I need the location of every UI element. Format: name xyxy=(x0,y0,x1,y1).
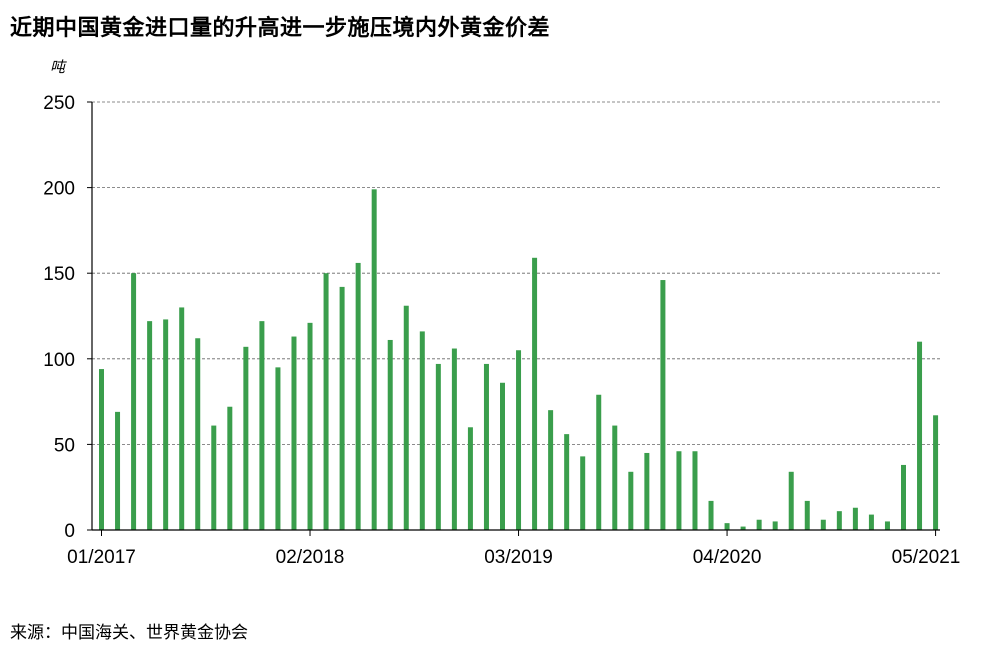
y-tick-label-0: 0 xyxy=(64,521,75,542)
bar-03/2020 xyxy=(708,500,714,530)
y-tick-label-150: 150 xyxy=(43,264,75,285)
bar-03/2019 xyxy=(516,350,522,530)
bar-02/2021 xyxy=(884,521,890,530)
gridlines xyxy=(92,101,940,445)
chart-title: 近期中国黄金进口量的升高进一步施压境内外黄金价差 xyxy=(10,16,551,41)
bar-05/2017 xyxy=(163,319,169,530)
bar-04/2020 xyxy=(724,523,730,530)
bar-04/2019 xyxy=(532,257,538,530)
source-note: 来源：中国海关、世界黄金协会 xyxy=(10,623,248,643)
x-tick-labels: 01/2017 02/2018 03/2019 04/2020 05/2021 xyxy=(67,530,960,568)
bar-08/2018 xyxy=(403,305,409,530)
bar-10/2019 xyxy=(628,471,634,530)
bar-09/2020 xyxy=(804,500,810,530)
bar-09/2019 xyxy=(612,425,618,530)
bar-05/2021 xyxy=(933,415,939,530)
x-tick-label-04/2020: 04/2020 xyxy=(693,547,762,568)
bar-02/2020 xyxy=(692,451,698,530)
bar-10/2017 xyxy=(243,346,249,530)
bar-07/2020 xyxy=(772,521,778,530)
bar-04/2018 xyxy=(339,286,345,530)
bar-11/2019 xyxy=(644,452,650,530)
bar-09/2018 xyxy=(419,331,425,530)
y-axis-unit-label: 吨 xyxy=(50,58,66,76)
bar-01/2018 xyxy=(291,336,297,530)
x-tick-label-03/2019: 03/2019 xyxy=(484,547,553,568)
bar-06/2020 xyxy=(756,519,762,530)
bar-12/2017 xyxy=(275,367,281,530)
bar-04/2017 xyxy=(147,321,153,530)
bar-08/2017 xyxy=(211,425,217,530)
bar-12/2020 xyxy=(852,507,858,530)
bar-07/2019 xyxy=(580,456,586,530)
bar-12/2018 xyxy=(467,427,473,530)
x-tick-label-05/2021: 05/2021 xyxy=(892,547,961,568)
bar-07/2017 xyxy=(195,338,201,530)
bar-11/2018 xyxy=(451,348,457,530)
bar-10/2020 xyxy=(820,519,826,530)
bar-05/2020 xyxy=(740,526,746,530)
bar-01/2021 xyxy=(868,514,874,530)
bar-09/2017 xyxy=(227,406,233,530)
bar-01/2020 xyxy=(676,451,682,530)
bar-04/2021 xyxy=(917,341,923,530)
bar-01/2017 xyxy=(99,369,104,530)
bar-02/2019 xyxy=(500,382,505,530)
bars xyxy=(99,189,939,530)
axes xyxy=(87,101,940,531)
bar-10/2018 xyxy=(435,363,441,530)
bar-02/2017 xyxy=(115,411,121,530)
y-tick-label-200: 200 xyxy=(43,179,75,200)
bar-03/2018 xyxy=(323,273,329,530)
bar-05/2018 xyxy=(355,262,361,530)
bar-06/2017 xyxy=(179,307,185,530)
bar-11/2017 xyxy=(259,321,265,530)
bar-01/2019 xyxy=(483,363,489,530)
y-tick-label-100: 100 xyxy=(43,350,75,371)
y-tick-label-250: 250 xyxy=(43,93,75,114)
y-tick-label-50: 50 xyxy=(54,435,75,456)
bar-08/2020 xyxy=(788,471,794,530)
bar-06/2019 xyxy=(564,434,570,530)
bar-02/2018 xyxy=(307,322,313,530)
bar-07/2018 xyxy=(387,339,393,530)
bar-03/2021 xyxy=(901,464,906,530)
bar-11/2020 xyxy=(836,511,842,530)
bar-03/2017 xyxy=(131,273,137,530)
bar-06/2018 xyxy=(371,189,377,530)
x-tick-label-02/2018: 02/2018 xyxy=(276,547,345,568)
bar-05/2019 xyxy=(548,410,554,530)
bar-08/2019 xyxy=(596,394,602,530)
y-tick-labels: 0 50 100 150 200 250 xyxy=(43,93,75,542)
x-tick-label-01/2017: 01/2017 xyxy=(67,547,136,568)
bar-12/2019 xyxy=(660,280,666,530)
